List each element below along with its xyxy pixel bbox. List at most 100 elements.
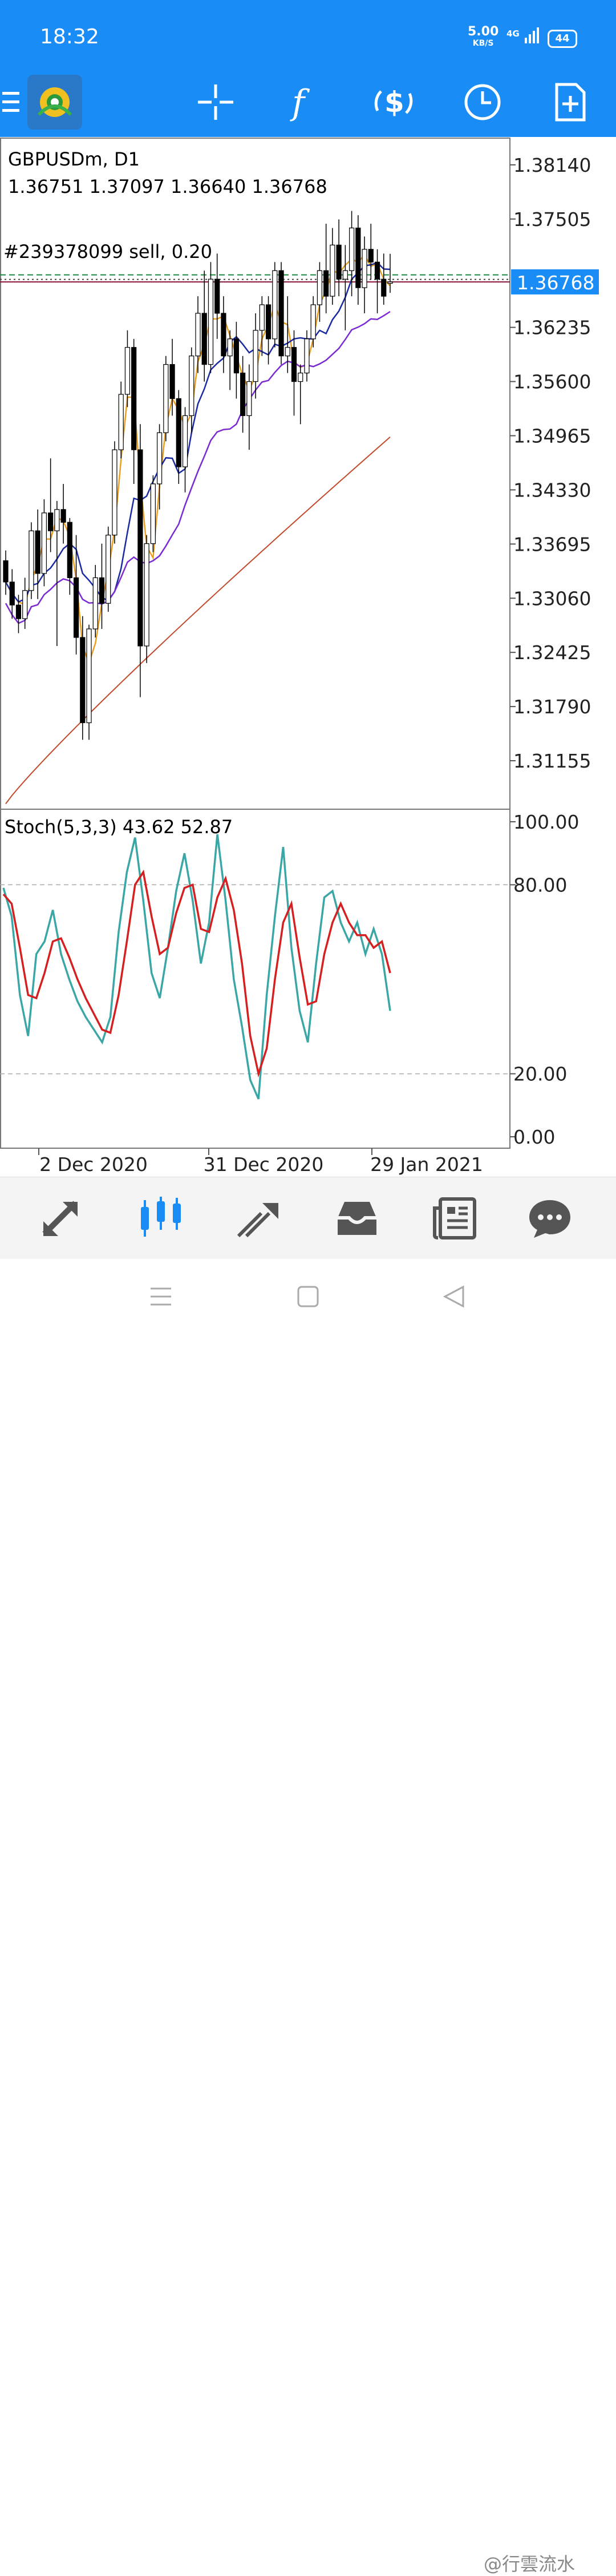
candle-body — [374, 261, 380, 280]
symbol-change-icon[interactable]: $ — [365, 67, 422, 137]
timeframe-icon[interactable] — [454, 67, 511, 137]
candle-body — [67, 522, 72, 578]
price-tick-label: 1.36235 — [513, 317, 591, 339]
stoch-main-line — [2, 834, 391, 1100]
battery-icon: 44 — [548, 30, 577, 48]
date-tick-label: 29 Jan 2021 — [370, 1153, 483, 1176]
order-label[interactable]: #239378099 sell, 0.20 — [3, 241, 212, 263]
signal-icon: 4G — [506, 26, 541, 49]
indicators-icon[interactable]: f — [276, 67, 333, 137]
chart-area[interactable]: 1.38140 1.37505 1.36235 1.35600 1.34965 1.343… — [0, 137, 616, 1176]
price-tick-label: 1.33060 — [513, 587, 591, 609]
candle-body — [182, 415, 188, 467]
candle-body — [291, 347, 297, 382]
candle-body — [221, 313, 226, 357]
symbol-label: GBPUSDm, D1 — [8, 148, 140, 170]
chart-canvas[interactable]: 1.38140 1.37505 1.36235 1.35600 1.34965 1.343… — [0, 137, 616, 1176]
candle-body — [336, 244, 342, 280]
candle-body — [259, 304, 265, 331]
candle-body — [60, 509, 66, 523]
candle-body — [157, 432, 163, 484]
ohlc-label: 1.36751 1.37097 1.36640 1.36768 — [8, 176, 327, 197]
network-type: 4G — [506, 29, 520, 39]
candle-body — [9, 582, 15, 605]
candle-body — [278, 270, 284, 357]
battery-level: 44 — [555, 33, 570, 45]
chart-frame — [0, 138, 510, 1149]
price-tick-label: 1.31155 — [513, 750, 591, 772]
stoch-tick-label: 80.00 — [513, 874, 567, 896]
watermark: @行雲流水 — [484, 2553, 576, 2575]
top-toolbar: f $ — [0, 67, 616, 137]
current-price-tag — [511, 269, 599, 294]
candle-body — [131, 347, 137, 450]
app-logo-icon[interactable] — [26, 67, 83, 137]
price-tick-label: 1.34965 — [513, 425, 591, 447]
news-icon[interactable] — [421, 1177, 489, 1259]
candle-body — [201, 313, 207, 365]
status-time: 18:32 — [40, 25, 99, 49]
candle-body — [29, 530, 34, 591]
chat-icon[interactable] — [516, 1177, 584, 1259]
trade-icon[interactable] — [225, 1177, 293, 1259]
candle-body — [163, 364, 169, 433]
net-speed-value: 5.00 — [468, 25, 499, 39]
price-tick-label: 1.34330 — [513, 479, 591, 501]
candle-body — [35, 530, 40, 574]
crosshair-icon[interactable] — [187, 67, 244, 137]
candle-body — [240, 373, 246, 416]
candle-body — [348, 227, 355, 271]
svg-text:f: f — [290, 83, 310, 122]
quotes-icon[interactable] — [29, 1177, 97, 1259]
candle-body — [272, 270, 278, 340]
price-tick-label: 1.31790 — [513, 696, 591, 718]
candle-body — [48, 512, 54, 531]
net-speed: 5.00 KB/S — [468, 26, 499, 49]
candle-body — [355, 227, 361, 288]
candle-body — [381, 278, 387, 297]
ma-long-line — [5, 436, 391, 805]
candle-body — [137, 449, 143, 647]
candle-body — [169, 364, 175, 399]
candle-body — [3, 560, 9, 583]
home-icon[interactable] — [297, 1285, 319, 1308]
candle-body — [323, 270, 329, 297]
candle-body — [304, 338, 310, 374]
candle-body — [144, 543, 149, 647]
net-speed-unit: KB/S — [472, 39, 494, 48]
candle-body — [195, 313, 201, 357]
new-order-icon[interactable] — [542, 67, 599, 137]
status-bar: 18:32 5.00 KB/S 4G 44 — [0, 0, 616, 67]
history-icon[interactable] — [323, 1177, 391, 1259]
recent-apps-icon[interactable] — [149, 1286, 172, 1308]
candle-body — [189, 356, 194, 416]
axis-labels: 1.38140 1.37505 1.36235 1.35600 1.34965 1.343… — [38, 154, 599, 1176]
candle-body — [86, 628, 92, 724]
stoch-tick-label: 100.00 — [513, 811, 579, 833]
date-tick-label: 2 Dec 2020 — [39, 1153, 148, 1176]
candle-body — [112, 449, 117, 536]
date-tick-label: 31 Dec 2020 — [204, 1153, 324, 1176]
candle-body — [233, 338, 239, 374]
menu-icon[interactable] — [0, 67, 23, 137]
back-icon[interactable] — [443, 1285, 465, 1308]
candle-body — [106, 535, 111, 604]
charts-icon[interactable] — [127, 1177, 195, 1259]
current-price-label: 1.36768 — [517, 272, 594, 294]
candle-body — [73, 577, 79, 638]
candle-body — [298, 373, 303, 382]
stoch-label: Stoch(5,3,3) 43.62 52.87 — [5, 816, 233, 838]
price-tick-label: 1.32425 — [513, 641, 591, 664]
candle-body — [99, 577, 105, 604]
price-tick-label: 1.33695 — [513, 533, 591, 555]
price-tick-label: 1.37505 — [513, 208, 591, 231]
price-panel — [0, 211, 510, 805]
candle-body — [387, 281, 393, 284]
candle-body — [54, 509, 60, 531]
candle-body — [176, 398, 181, 467]
candle-body — [246, 381, 252, 416]
price-tick-label: 1.38140 — [513, 154, 591, 176]
system-nav-bar: @行雲流水 — [0, 1259, 616, 2575]
candle-body — [214, 278, 220, 314]
stoch-panel — [0, 834, 510, 1100]
